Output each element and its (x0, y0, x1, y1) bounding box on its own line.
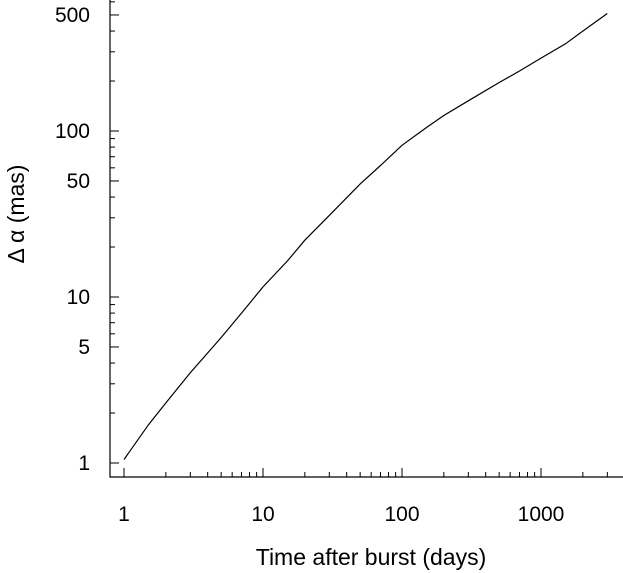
y-tick-label: 100 (55, 120, 90, 143)
y-axis-label: Δ α (mas) (3, 165, 29, 264)
x-tick-label: 10 (251, 503, 274, 526)
y-tick-label: 50 (67, 170, 90, 193)
series-group (123, 13, 608, 460)
y-ticks: 1 5 10 50 100 500 (55, 1, 119, 475)
y-tick-label: 10 (67, 286, 90, 309)
x-axis-label: Time after burst (days) (256, 544, 486, 570)
y-tick-label: 500 (55, 4, 90, 27)
x-tick-label: 1000 (518, 503, 565, 526)
axes-frame (109, 0, 623, 478)
x-ticks: 1 10 100 1000 (118, 468, 608, 526)
x-tick-label: 100 (384, 503, 419, 526)
y-tick-label: 1 (78, 452, 90, 475)
y-tick-label: 5 (78, 336, 90, 359)
plot-area: 1 10 100 1000 1 5 10 50 100 500 (55, 0, 623, 526)
series-line (123, 13, 608, 460)
x-tick-label: 1 (118, 503, 130, 526)
